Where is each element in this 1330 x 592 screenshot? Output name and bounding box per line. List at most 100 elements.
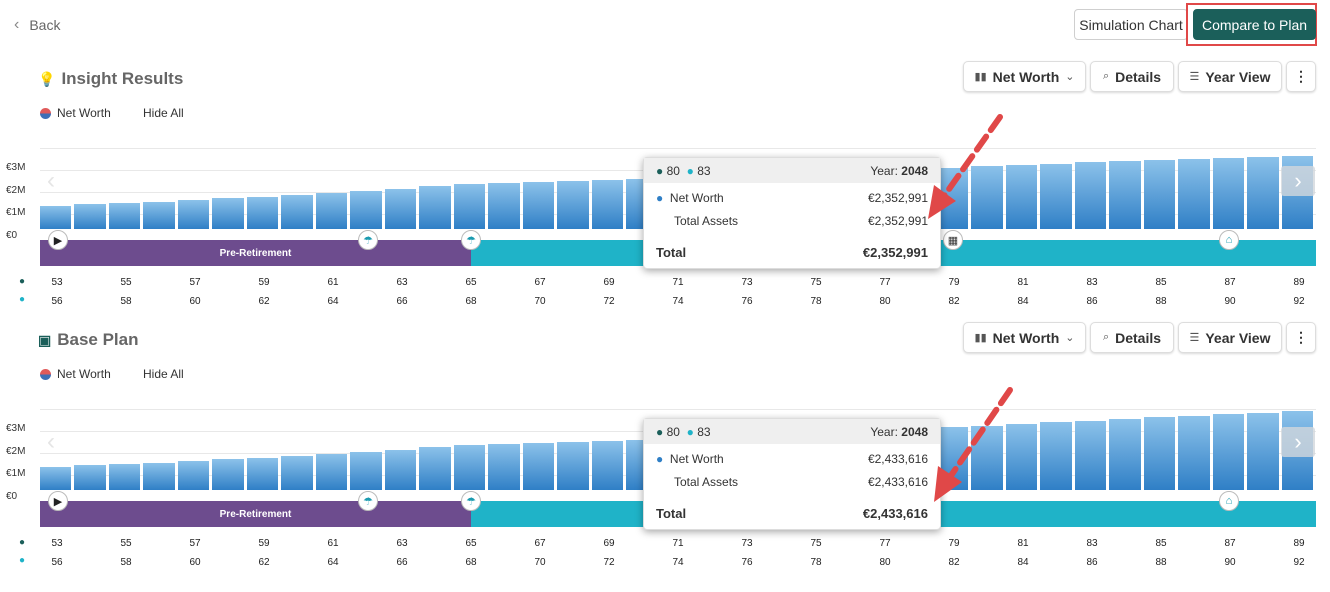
net-worth-bar[interactable] (384, 189, 417, 229)
age-label: 63 (396, 538, 408, 549)
net-worth-bar[interactable] (1074, 162, 1107, 229)
compare-to-plan-button[interactable]: Compare to Plan (1193, 9, 1316, 40)
net-worth-bar[interactable] (419, 447, 451, 490)
age-label: 77 (879, 277, 891, 288)
net-worth-bar[interactable] (350, 191, 382, 229)
age-label: 64 (327, 296, 339, 307)
details-button[interactable]: ⌕ Details (1090, 61, 1174, 92)
net-worth-bar[interactable] (212, 459, 244, 490)
net-worth-bar[interactable] (246, 458, 279, 490)
net-worth-bar[interactable] (281, 195, 313, 229)
net-worth-bar[interactable] (453, 184, 486, 229)
net-worth-bar[interactable] (1005, 424, 1038, 490)
metric-dropdown[interactable]: ▮▮ Net Worth ⌄ (963, 322, 1086, 353)
umbrella-icon[interactable]: ☂ (461, 491, 481, 511)
tooltip-header (644, 419, 940, 444)
net-worth-bar[interactable] (488, 183, 520, 229)
net-worth-bar[interactable] (1109, 161, 1141, 229)
play-icon[interactable]: ▶ (48, 491, 68, 511)
legend-net-worth[interactable]: Net Worth (40, 367, 111, 381)
net-worth-bar[interactable] (419, 186, 451, 229)
net-worth-bar[interactable] (1247, 413, 1279, 490)
metric-dropdown[interactable]: ▮▮ Net Worth ⌄ (963, 61, 1086, 92)
net-worth-bar[interactable] (246, 197, 279, 229)
net-worth-bar[interactable] (557, 442, 589, 490)
net-worth-bar[interactable] (143, 463, 175, 490)
age-label: 73 (741, 277, 753, 288)
net-worth-bar[interactable] (971, 166, 1003, 229)
hide-all-button[interactable]: Hide All (143, 367, 184, 381)
age-label: 56 (51, 296, 63, 307)
more-options-button[interactable]: ⋮ (1286, 61, 1316, 92)
net-worth-bar[interactable] (177, 461, 210, 490)
tooltip-ages: ● 80 ● 83 (656, 164, 711, 178)
net-worth-bar[interactable] (522, 182, 555, 229)
chevron-left-icon[interactable]: ‹ (47, 428, 55, 455)
y-tick-label: €1M (6, 207, 26, 218)
net-worth-bar[interactable] (1040, 422, 1072, 490)
net-worth-bar[interactable] (522, 443, 555, 490)
chevron-left-icon[interactable]: ‹ (47, 167, 55, 194)
net-worth-bar[interactable] (384, 450, 417, 490)
age-label: 61 (327, 538, 339, 549)
chevron-right-icon[interactable]: › (1281, 427, 1315, 457)
net-worth-bar[interactable] (591, 180, 624, 229)
age-label: 80 (879, 296, 891, 307)
net-worth-bar[interactable] (1143, 160, 1176, 229)
net-worth-bar[interactable] (108, 203, 141, 229)
age-label: 77 (879, 538, 891, 549)
more-options-button[interactable]: ⋮ (1286, 322, 1316, 353)
chevron-right-icon[interactable]: › (1281, 166, 1315, 196)
net-worth-bar[interactable] (488, 444, 520, 490)
details-button[interactable]: ⌕ Details (1090, 322, 1174, 353)
net-worth-bar[interactable] (315, 454, 348, 490)
y-tick-label: €2M (6, 185, 26, 196)
y-tick-label: €3M (6, 162, 26, 173)
umbrella-icon[interactable]: ☂ (358, 230, 378, 250)
y-tick-label: €3M (6, 423, 26, 434)
year-view-button[interactable]: ☰ Year View (1178, 322, 1282, 353)
age-label: 63 (396, 277, 408, 288)
net-worth-bar[interactable] (1212, 414, 1245, 490)
net-worth-bar[interactable] (453, 445, 486, 490)
tooltip-total-label: Total (656, 245, 687, 260)
search-icon: ⌕ (1102, 331, 1110, 343)
net-worth-bar[interactable] (40, 206, 72, 229)
tooltip-ages: ● 80 ● 83 (656, 425, 711, 439)
net-worth-bar[interactable] (1074, 421, 1107, 490)
net-worth-bar[interactable] (315, 193, 348, 229)
umbrella-icon[interactable]: ☂ (358, 491, 378, 511)
tooltip-total-assets-label: Total Assets (674, 214, 739, 228)
umbrella-icon[interactable]: ☂ (461, 230, 481, 250)
net-worth-bar[interactable] (591, 441, 624, 490)
net-worth-bar[interactable] (1005, 165, 1038, 229)
net-worth-bar[interactable] (1143, 417, 1176, 490)
legend-net-worth[interactable]: Net Worth (40, 106, 111, 120)
panel-title: 💡 Insight Results (38, 69, 183, 89)
back-link[interactable]: ‹ Back (14, 16, 60, 34)
net-worth-bar[interactable] (108, 464, 141, 490)
net-worth-bar[interactable] (1109, 419, 1141, 490)
net-worth-bar[interactable] (1247, 157, 1279, 229)
net-worth-bar[interactable] (177, 200, 210, 229)
net-worth-bar[interactable] (143, 202, 175, 229)
tombstone-icon[interactable]: ⌂ (1219, 491, 1239, 511)
net-worth-bar[interactable] (281, 456, 313, 490)
net-worth-bar[interactable] (74, 204, 106, 229)
tombstone-icon[interactable]: ⌂ (1219, 230, 1239, 250)
play-icon[interactable]: ▶ (48, 230, 68, 250)
simulation-chart-button[interactable]: Simulation Chart (1074, 9, 1188, 40)
net-worth-bar[interactable] (1040, 164, 1072, 229)
year-view-button[interactable]: ☰ Year View (1178, 61, 1282, 92)
net-worth-bar[interactable] (40, 467, 72, 490)
net-worth-bar[interactable] (350, 452, 382, 490)
net-worth-bar[interactable] (74, 465, 106, 490)
calendar-icon[interactable]: ▦ (943, 230, 963, 250)
hide-all-button[interactable]: Hide All (143, 106, 184, 120)
chevron-down-icon: ⌄ (1065, 332, 1075, 344)
net-worth-bar[interactable] (1178, 416, 1210, 490)
net-worth-bar[interactable] (212, 198, 244, 229)
net-worth-bar[interactable] (557, 181, 589, 229)
net-worth-bar[interactable] (1212, 158, 1245, 229)
net-worth-bar[interactable] (1178, 159, 1210, 229)
